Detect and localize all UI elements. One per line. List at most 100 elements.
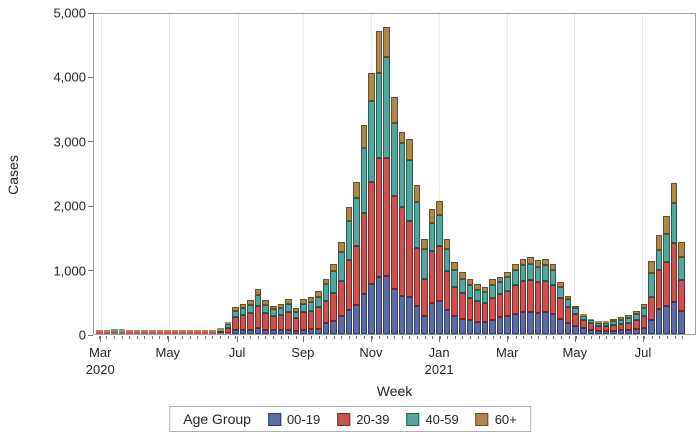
bar-week (254, 288, 262, 334)
bar-segment (164, 330, 171, 331)
bar-segment (179, 333, 186, 334)
bar-segment (232, 307, 239, 311)
bar-segment (201, 330, 209, 331)
plot-area (93, 13, 696, 335)
bar-segment (171, 331, 179, 332)
bar-segment (398, 132, 406, 143)
bar-segment (564, 307, 572, 323)
bar-segment (595, 322, 602, 327)
bar-week (572, 305, 579, 334)
bar-segment (542, 265, 549, 282)
legend-item: 20-39 (337, 412, 389, 427)
bar-segment (307, 297, 315, 303)
bar-segment (300, 329, 307, 334)
bar-segment (186, 333, 194, 334)
bar-segment (186, 332, 194, 333)
bar-segment (587, 319, 595, 321)
x-tick-minor (235, 336, 237, 339)
bar-segment (534, 267, 542, 283)
bar-segment (330, 263, 337, 272)
bar-segment (118, 331, 126, 333)
bar-segment (269, 305, 277, 310)
bar-segment (133, 330, 141, 331)
bar-segment (459, 318, 466, 334)
bar-segment (549, 284, 557, 314)
bar-segment (269, 330, 277, 334)
bar-segment (557, 282, 564, 287)
bar-week (126, 329, 133, 334)
bar-segment (111, 328, 118, 331)
bar-segment (617, 324, 625, 331)
x-tick-label: May (155, 345, 181, 360)
bar-week (406, 138, 413, 334)
bars-container (96, 14, 685, 334)
x-tick-minor (386, 336, 388, 339)
bar-segment (254, 294, 262, 306)
bar-segment (670, 243, 678, 302)
bar-segment (436, 246, 443, 301)
y-tick-mark (88, 205, 93, 207)
bar-segment (595, 326, 602, 332)
bar-segment (285, 329, 292, 334)
bar-segment (292, 330, 300, 334)
bar-week (383, 26, 390, 334)
bar-segment (519, 312, 527, 334)
bar-segment (496, 294, 504, 318)
bar-week (504, 271, 511, 334)
bar-segment (315, 307, 322, 329)
bar-segment (625, 322, 632, 331)
bar-segment (542, 312, 549, 334)
bar-segment (300, 299, 307, 304)
bar-segment (111, 330, 118, 332)
bar-week (459, 271, 466, 334)
bar-segment (118, 329, 126, 331)
legend-item: 40-59 (406, 412, 459, 427)
bar-segment (209, 331, 216, 333)
y-tick-mark (88, 270, 93, 272)
bar-segment (564, 322, 572, 334)
bar-segment (292, 317, 300, 331)
bar-segment (527, 263, 534, 280)
bar-segment (632, 320, 640, 330)
bar-segment (307, 310, 315, 330)
bar-segment (557, 318, 564, 334)
bar-segment (648, 273, 655, 298)
bar-week (451, 262, 458, 334)
bar-week (330, 263, 337, 334)
bar-segment (96, 331, 103, 332)
bar-week (217, 327, 224, 334)
x-tick-year-label: 2021 (424, 362, 454, 377)
bar-segment (262, 300, 269, 305)
bar-segment (398, 206, 406, 296)
x-tick-minor (394, 336, 396, 339)
bar-segment (527, 279, 534, 312)
x-tick-minor (621, 336, 623, 339)
bar-segment (580, 313, 587, 316)
bar-segment (171, 332, 179, 333)
bar-segment (345, 309, 353, 334)
x-tick-minor (644, 336, 646, 339)
bar-segment (156, 331, 164, 332)
bar-segment (126, 331, 133, 333)
bar-week (118, 329, 126, 334)
x-tick-minor (189, 336, 191, 339)
y-tick-label: 2,000 (53, 198, 86, 214)
bar-week (474, 283, 481, 334)
bar-segment (602, 322, 610, 327)
bar-week (670, 182, 678, 334)
bar-segment (481, 287, 489, 293)
x-tick-minor (470, 336, 472, 339)
x-tick-minor (341, 336, 343, 339)
x-tick-minor (576, 336, 578, 339)
x-tick-major (100, 336, 102, 342)
bar-segment (262, 312, 269, 330)
bar-segment (118, 330, 126, 332)
x-tick-minor (106, 336, 108, 339)
bar-week (156, 330, 164, 334)
x-tick-label: Mar (496, 345, 519, 360)
bar-segment (368, 72, 375, 102)
bar-segment (141, 330, 148, 331)
x-tick-minor (113, 336, 115, 339)
y-tick-mark (88, 76, 93, 78)
